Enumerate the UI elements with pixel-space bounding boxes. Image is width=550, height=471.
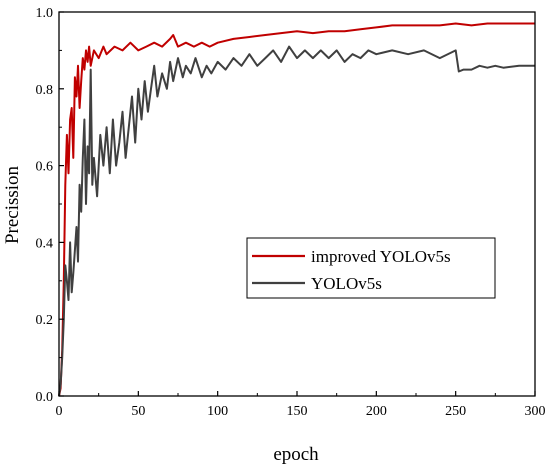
series-line-0 (58, 22, 535, 397)
x-tick-label-4: 200 (366, 404, 387, 419)
y-tick-label-3: 0.6 (36, 160, 54, 175)
y-axis-title: Precission (2, 165, 23, 244)
plot-area (58, 22, 535, 397)
x-tick-label-0: 0 (56, 404, 63, 419)
x-tick-label-1: 50 (131, 404, 145, 419)
legend-label-1: YOLOv5s (311, 274, 382, 293)
y-tick-label-1: 0.2 (36, 313, 54, 328)
x-axis-title: epoch (273, 444, 319, 465)
y-tick-label-4: 0.8 (36, 83, 54, 98)
x-tick-label-2: 100 (207, 404, 228, 419)
x-tick-label-6: 300 (525, 404, 546, 419)
legend-box (246, 237, 496, 299)
x-tick-label-5: 250 (445, 404, 466, 419)
series-line-1 (58, 45, 535, 397)
x-tick-label-3: 150 (287, 404, 308, 419)
y-tick-label-2: 0.4 (36, 236, 54, 251)
legend: improved YOLOv5s YOLOv5s (246, 237, 496, 299)
legend-label-0: improved YOLOv5s (311, 247, 451, 266)
ticks: 0 50 100 150 200 250 300 0.0 0.2 0.4 0.6 0.8 1.0 (36, 6, 546, 419)
y-tick-label-5: 1.0 (36, 6, 54, 21)
y-tick-label-0: 0.0 (36, 390, 54, 405)
